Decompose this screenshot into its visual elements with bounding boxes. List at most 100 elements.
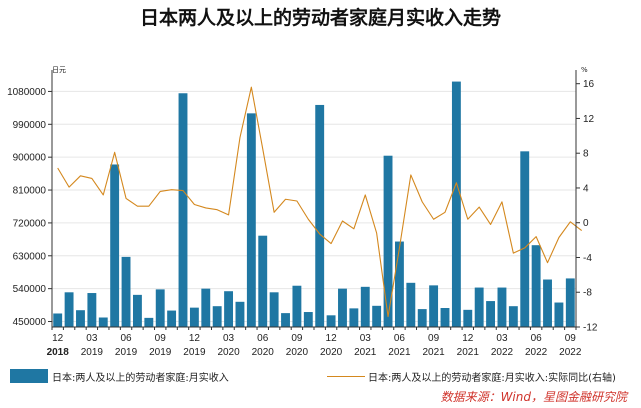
bar <box>246 113 256 327</box>
bar <box>212 306 222 327</box>
x-year-label: 2019 <box>81 347 104 358</box>
bar <box>132 294 142 327</box>
left-axis-unit: 日元 <box>52 66 66 74</box>
bar <box>406 282 416 327</box>
right-axis-unit: % <box>581 66 588 74</box>
bar <box>121 256 131 327</box>
right-tick-label: -12 <box>583 323 598 334</box>
x-month-label: 06 <box>531 333 543 344</box>
x-year-label: 2021 <box>388 347 411 358</box>
right-tick-label: 0 <box>583 218 589 229</box>
line-series <box>57 86 583 318</box>
bar <box>565 278 575 327</box>
bar <box>167 310 177 327</box>
x-month-label: 06 <box>120 333 132 344</box>
right-tick-label: 16 <box>583 79 595 90</box>
legend-line-label: 日本:两人及以上的劳动者家庭:月实收入:实际同比(右轴) <box>368 373 616 384</box>
x-month-label: 09 <box>565 333 577 344</box>
bar <box>326 315 336 327</box>
x-month-label: 09 <box>155 333 167 344</box>
bar <box>87 293 97 327</box>
legend-bar-label: 日本:两人及以上的劳动者家庭:月实收入 <box>52 373 229 384</box>
bar <box>417 309 427 327</box>
bar <box>360 286 370 327</box>
bar <box>281 313 290 327</box>
bar-series <box>53 81 575 328</box>
x-year-label: 2019 <box>183 347 206 358</box>
bar <box>520 151 530 327</box>
bar <box>474 287 484 327</box>
right-tick-label: 12 <box>583 114 595 125</box>
source-note: 数据来源：Wind，星图金融研究院 <box>440 390 627 404</box>
bar <box>508 306 518 327</box>
axes: 450000 540000 630000 720000 810000 900000 9900… <box>7 70 598 358</box>
left-tick-label: 1080000 <box>7 87 46 98</box>
x-year-label: 2020 <box>252 347 275 358</box>
right-tick-label: 8 <box>583 149 589 160</box>
x-month-label: 12 <box>189 333 201 344</box>
bar <box>394 241 404 327</box>
bar <box>303 312 313 327</box>
bar <box>463 309 473 327</box>
x-month-label: 12 <box>462 333 474 344</box>
bar <box>64 292 74 327</box>
bar <box>98 317 108 327</box>
bar <box>53 313 63 327</box>
right-tick-label: 4 <box>583 183 589 194</box>
x-year-label: 2019 <box>115 347 138 358</box>
x-year-label: 2019 <box>149 347 172 358</box>
bar <box>269 292 279 327</box>
bar <box>224 291 234 327</box>
bar <box>189 307 199 327</box>
legend-bar-swatch <box>10 369 48 383</box>
legend-line-swatch <box>327 376 365 377</box>
bar <box>440 308 450 327</box>
left-tick-label: 540000 <box>13 284 47 295</box>
x-month-label: 03 <box>223 333 235 344</box>
x-year-label: 2022 <box>491 347 514 358</box>
bar <box>383 155 393 327</box>
x-month-label: 12 <box>52 333 64 344</box>
x-year-label: 2020 <box>217 347 240 358</box>
x-month-label: 03 <box>86 333 98 344</box>
bar <box>315 104 325 328</box>
x-year-label: 2020 <box>286 347 309 358</box>
bar <box>486 301 496 327</box>
bar <box>554 302 564 327</box>
chart-title: 日本两人及以上的劳动者家庭月实收入走势 <box>139 7 501 29</box>
x-month-label: 06 <box>394 333 406 344</box>
bar <box>258 235 268 327</box>
right-tick-label: -4 <box>583 253 592 264</box>
x-year-label: 2021 <box>457 347 480 358</box>
bar <box>349 308 359 327</box>
x-month-label: 09 <box>428 333 440 344</box>
bar <box>429 285 439 327</box>
right-tick-label: -8 <box>583 288 592 299</box>
x-year-label: 2021 <box>354 347 377 358</box>
bar <box>144 317 154 327</box>
x-month-label: 03 <box>360 333 372 344</box>
bar <box>110 164 120 327</box>
series-line <box>57 86 583 318</box>
x-year-label: 2018 <box>47 347 70 358</box>
left-tick-label: 630000 <box>13 251 47 262</box>
left-tick-label: 450000 <box>13 317 47 328</box>
x-month-label: 09 <box>291 333 303 344</box>
bar <box>543 279 552 327</box>
x-year-label: 2022 <box>525 347 548 358</box>
x-month-label: 12 <box>326 333 338 344</box>
left-tick-label: 990000 <box>13 120 47 131</box>
left-tick-label: 810000 <box>13 186 47 197</box>
left-tick-label: 900000 <box>13 153 47 164</box>
x-year-label: 2021 <box>422 347 445 358</box>
bar <box>235 301 245 327</box>
x-year-label: 2020 <box>320 347 343 358</box>
bar <box>201 288 211 327</box>
bar <box>178 93 188 328</box>
left-tick-label: 720000 <box>13 218 47 229</box>
bar <box>497 287 507 327</box>
bar <box>155 289 165 327</box>
x-month-label: 03 <box>496 333 508 344</box>
bar <box>76 310 85 327</box>
